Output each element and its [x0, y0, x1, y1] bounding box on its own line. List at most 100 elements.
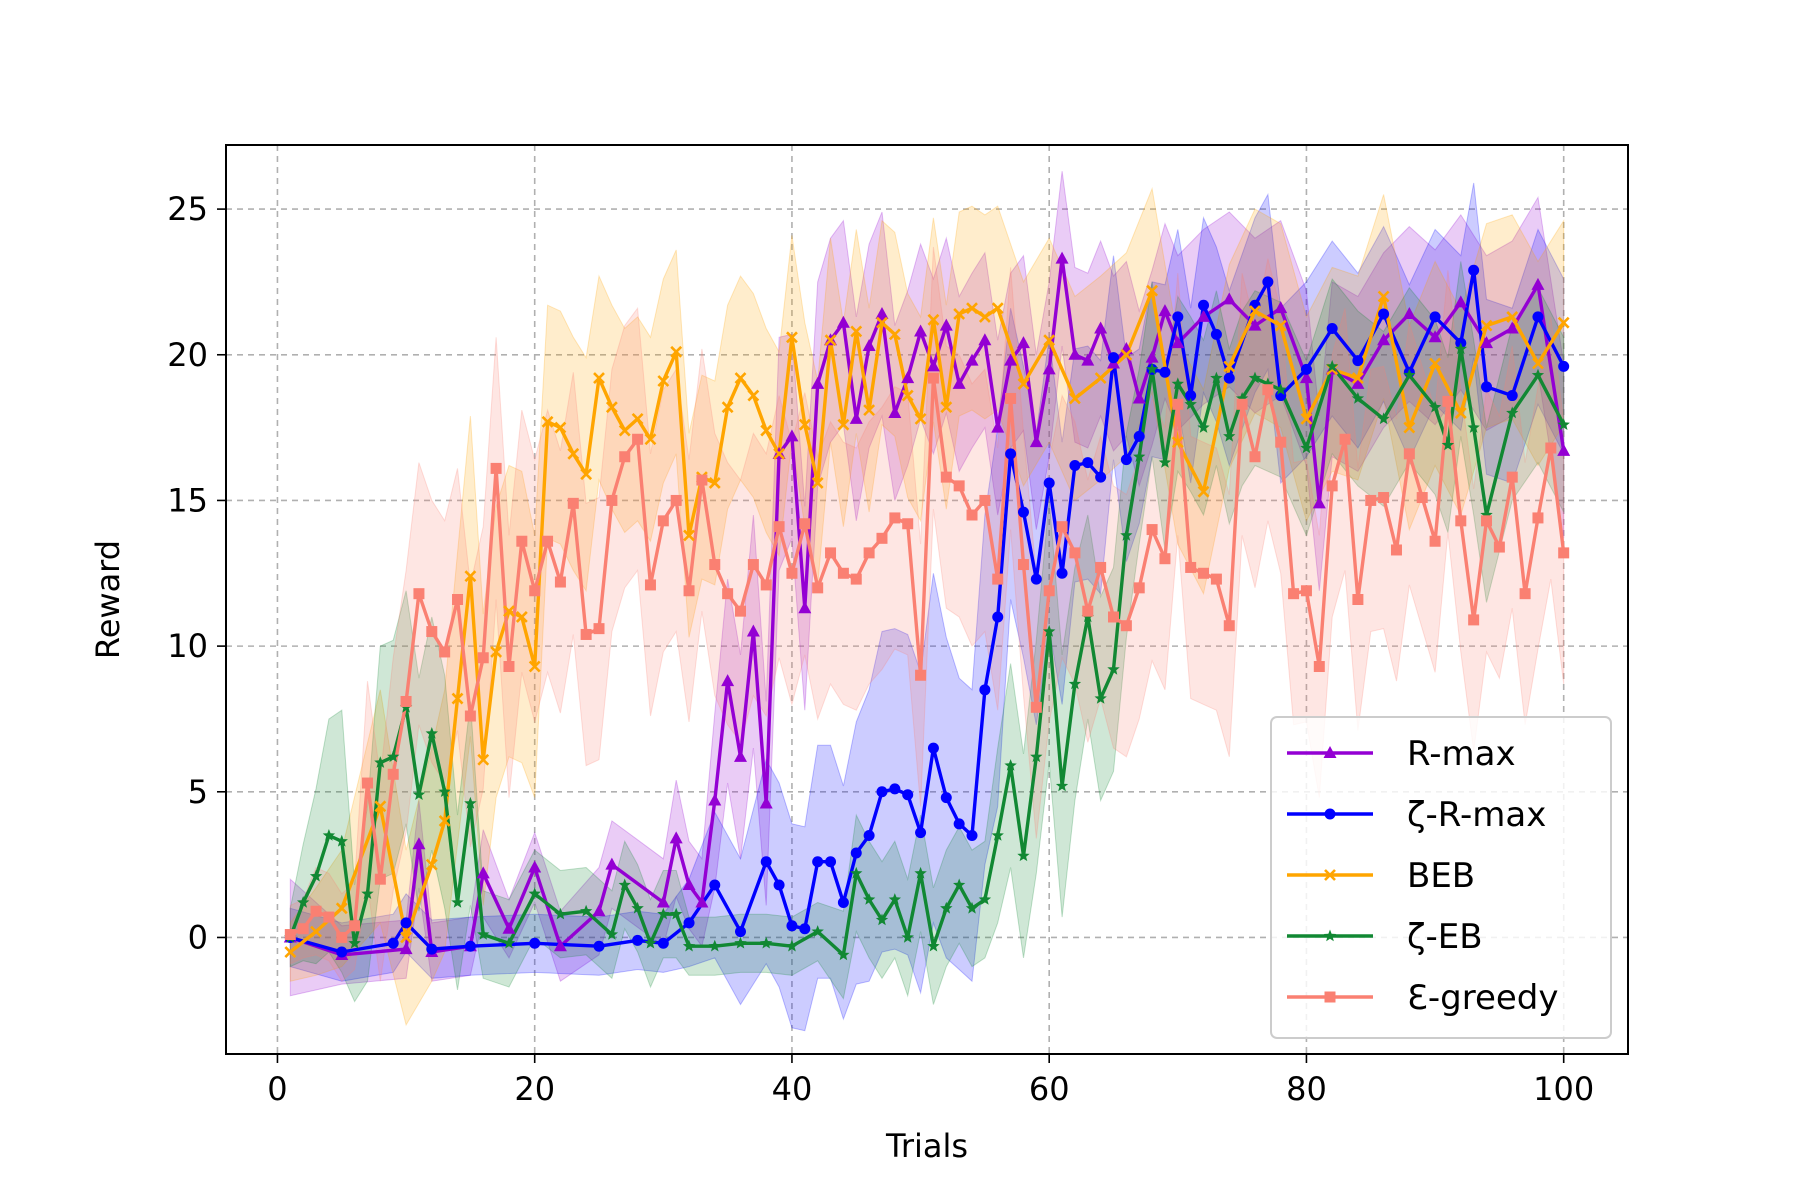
series-2-point: [876, 316, 888, 329]
series-0-point: [1454, 295, 1468, 308]
series-4-point: [1198, 567, 1210, 579]
series-0-point: [849, 411, 863, 424]
series-4-point: [1339, 433, 1351, 445]
series-1-point: [593, 940, 605, 952]
series-1-point: [825, 856, 837, 868]
series-2-point: [1557, 316, 1570, 329]
series-1-point: [1108, 352, 1120, 364]
series-0-point: [1428, 330, 1442, 343]
series-0-point: [914, 324, 928, 337]
series-1-point: [1262, 276, 1274, 288]
x-tick-label: 60: [1029, 1070, 1070, 1108]
series-4-point: [619, 451, 631, 463]
series-4-point: [439, 646, 451, 658]
series-0-point: [939, 318, 953, 331]
series-4-point: [1481, 515, 1493, 527]
series-3-point: [1171, 377, 1184, 390]
series-2-point: [335, 902, 348, 915]
series-2-point: [953, 308, 966, 320]
series-4-point: [400, 695, 412, 707]
series-4-point: [1429, 535, 1441, 547]
series-3-point: [361, 887, 374, 899]
series-4-point: [683, 585, 695, 597]
series-2-point: [734, 372, 747, 384]
series-4-point: [1159, 553, 1171, 565]
series-4-point: [1262, 384, 1274, 396]
series-4-point: [349, 920, 361, 932]
series-1-point: [1481, 381, 1493, 393]
series-0-point: [1248, 318, 1262, 331]
series-4-point: [1133, 582, 1145, 594]
series-2-point: [477, 753, 490, 766]
legend-marker: [1324, 808, 1336, 820]
series-3-point: [1428, 400, 1442, 413]
series-2-point: [1377, 290, 1390, 303]
series-4-point: [490, 462, 502, 474]
series-3-point: [875, 913, 889, 926]
series-2-point: [914, 412, 927, 425]
series-4-point: [477, 652, 489, 664]
series-0-point: [798, 601, 812, 614]
series-2-point: [1043, 334, 1056, 347]
series-4-point: [709, 559, 721, 571]
series-2-point: [1403, 421, 1416, 434]
series-2-point: [837, 418, 850, 431]
series-3-point: [631, 901, 644, 914]
series-4-point: [323, 911, 335, 923]
legend-label: R-max: [1407, 734, 1516, 774]
series-3-point: [502, 936, 516, 949]
series-3-point: [1403, 368, 1416, 381]
series-4-point: [413, 588, 425, 600]
series-0-point: [811, 376, 825, 389]
series-2-point: [863, 404, 876, 417]
series-3-point: [1454, 342, 1467, 355]
series-2-point: [580, 468, 593, 481]
series-3-point: [1223, 429, 1236, 442]
y-tick-label: 5: [188, 773, 208, 811]
series-3-point: [1184, 397, 1197, 410]
series-3-point: [477, 928, 490, 940]
series-4-point: [696, 474, 708, 486]
series-0-point: [592, 904, 606, 917]
series-4-point: [837, 567, 849, 579]
series-2-point: [631, 412, 644, 425]
series-1-point: [915, 827, 927, 839]
series-4-point: [1493, 541, 1505, 553]
series-4-point: [632, 433, 644, 445]
series-0-point: [1480, 336, 1494, 349]
series-4-point: [644, 579, 656, 591]
series-1-point: [1532, 311, 1544, 323]
series-0-point: [669, 831, 683, 844]
series-1-point: [1378, 308, 1390, 320]
series-4-point: [1468, 614, 1480, 626]
series-4-point: [1108, 611, 1120, 623]
series-0-point: [1274, 301, 1288, 314]
series-3-point: [1158, 456, 1172, 468]
series-4-point: [1223, 620, 1235, 632]
series-1-point: [1017, 506, 1029, 518]
series-0-point: [1016, 336, 1030, 349]
series-0-point: [695, 895, 709, 908]
series-1-point: [1056, 567, 1068, 579]
series-3-point: [760, 936, 773, 949]
series-2-point: [966, 302, 978, 315]
series-1-point: [1198, 299, 1210, 311]
series-3-point: [297, 896, 310, 908]
x-tick-label: 40: [772, 1070, 813, 1108]
axis-ticks: 0 20 40 60 80 100 0 5 10 15 20 25: [167, 190, 1594, 1108]
series-4-point: [966, 509, 978, 521]
series-0-point: [1312, 496, 1326, 509]
series-3-point: [1210, 371, 1223, 384]
series-0-point: [1055, 251, 1069, 264]
series-4-point: [915, 669, 927, 681]
series-4-point: [310, 905, 322, 917]
series-4-point: [516, 535, 528, 547]
series-4-point: [426, 626, 438, 638]
series-1-point: [1082, 457, 1094, 469]
series-1-point: [1133, 430, 1145, 442]
series-2-point: [683, 529, 695, 542]
series-2-point: [708, 477, 721, 489]
series-2-point: [618, 424, 631, 437]
series-4-point: [953, 480, 965, 492]
series-3-point: [618, 878, 631, 891]
